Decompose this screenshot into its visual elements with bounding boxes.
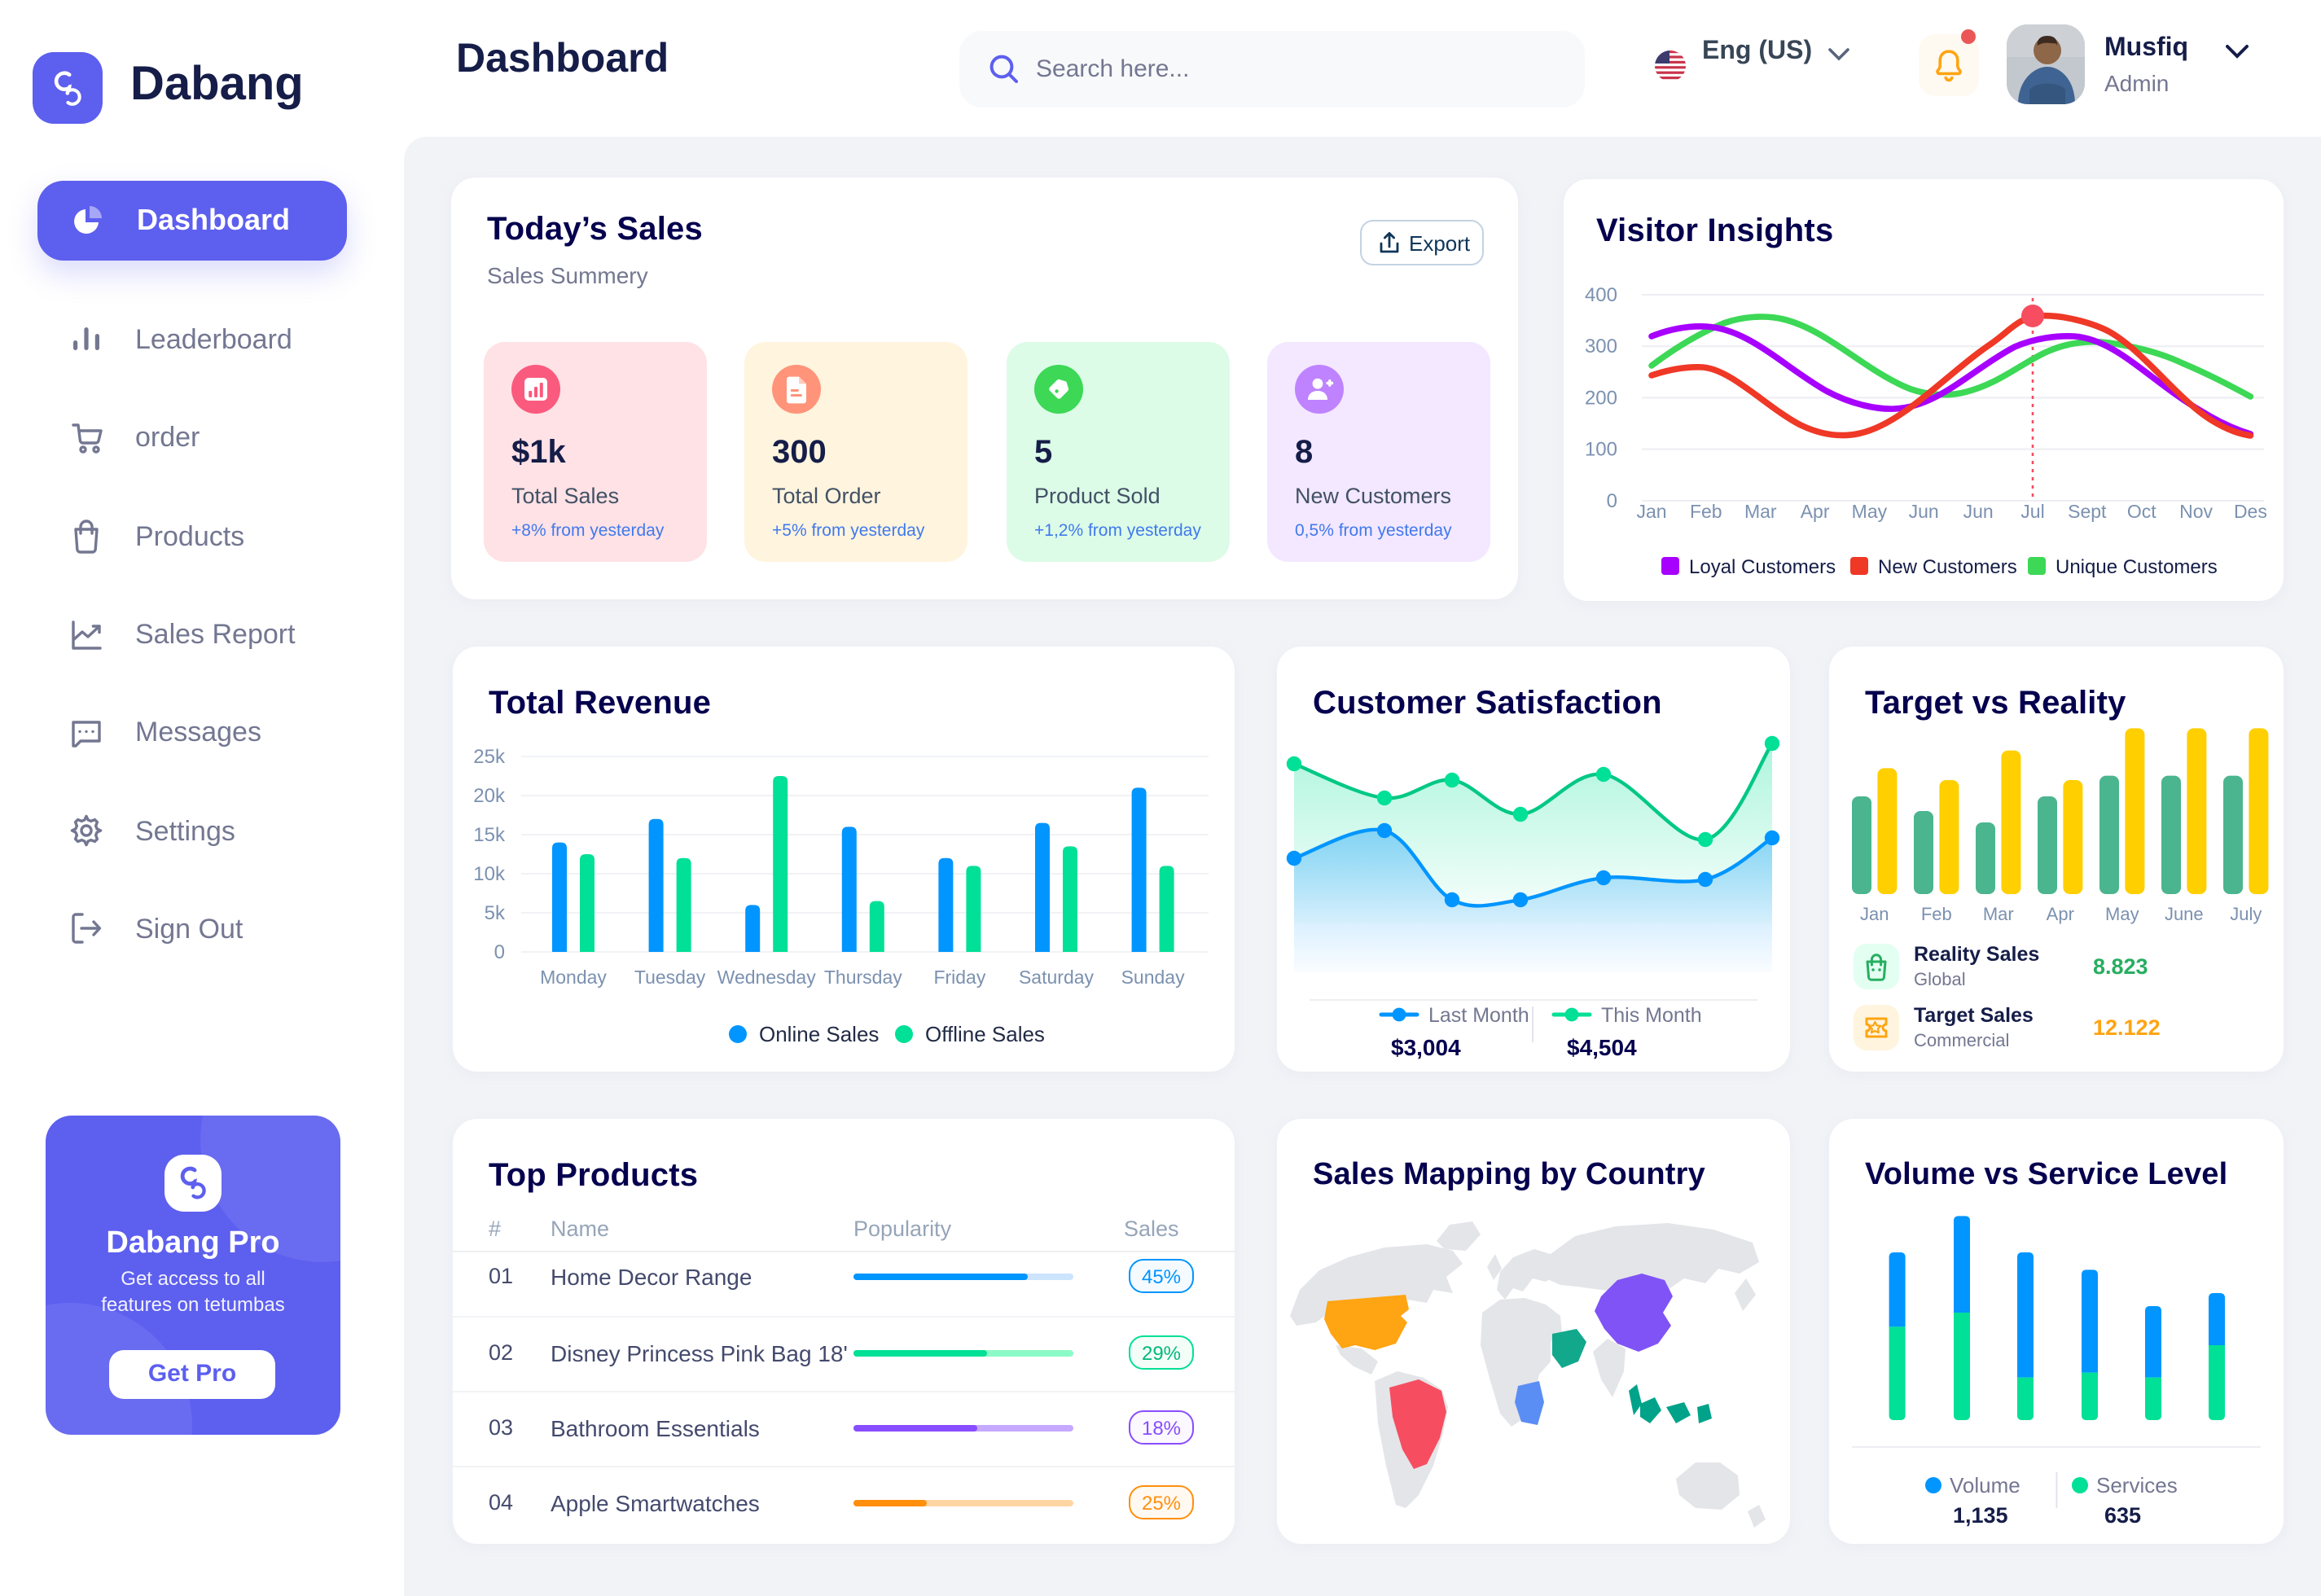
svg-text:Jun: Jun bbox=[1963, 501, 1994, 522]
svg-text:Feb: Feb bbox=[1921, 904, 1952, 924]
svg-text:New Customers: New Customers bbox=[1878, 556, 2017, 578]
svg-text:Offline Sales: Offline Sales bbox=[925, 1022, 1045, 1046]
svg-text:Sept: Sept bbox=[2068, 501, 2107, 522]
svg-text:0: 0 bbox=[494, 941, 505, 963]
svg-text:Nov: Nov bbox=[2179, 501, 2213, 522]
svg-text:Mar: Mar bbox=[1744, 501, 1777, 522]
svg-text:12.122: 12.122 bbox=[2093, 1015, 2161, 1040]
svg-text:Apr: Apr bbox=[2047, 904, 2074, 924]
svg-text:Thursday: Thursday bbox=[824, 967, 902, 988]
svg-text:Jun: Jun bbox=[1909, 501, 1939, 522]
svg-text:Commercial: Commercial bbox=[1914, 1030, 2009, 1050]
svg-text:Target Sales: Target Sales bbox=[1914, 1004, 2034, 1027]
svg-text:Apr: Apr bbox=[1801, 501, 1830, 522]
svg-text:This Month: This Month bbox=[1601, 1004, 1702, 1027]
svg-text:Mar: Mar bbox=[1983, 904, 2014, 924]
svg-text:15k: 15k bbox=[473, 824, 506, 846]
svg-text:Des: Des bbox=[2234, 501, 2267, 522]
svg-text:Volume: Volume bbox=[1950, 1473, 2020, 1497]
svg-text:Oct: Oct bbox=[2127, 501, 2156, 522]
svg-text:May: May bbox=[1852, 501, 1888, 522]
svg-text:Saturday: Saturday bbox=[1019, 967, 1095, 988]
svg-text:400: 400 bbox=[1585, 284, 1617, 306]
svg-text:100: 100 bbox=[1585, 439, 1617, 461]
svg-text:Wednesday: Wednesday bbox=[717, 967, 817, 988]
svg-text:Reality Sales: Reality Sales bbox=[1914, 943, 2039, 966]
svg-text:Jan: Jan bbox=[1860, 904, 1889, 924]
svg-text:Global: Global bbox=[1914, 969, 1966, 989]
svg-text:Feb: Feb bbox=[1690, 501, 1722, 522]
svg-text:June: June bbox=[2165, 904, 2204, 924]
svg-text:Jan: Jan bbox=[1636, 501, 1666, 522]
svg-text:10k: 10k bbox=[473, 863, 506, 885]
svg-text:200: 200 bbox=[1585, 387, 1617, 409]
svg-text:Last Month: Last Month bbox=[1428, 1004, 1529, 1027]
svg-text:Services: Services bbox=[2096, 1473, 2178, 1497]
svg-text:635: 635 bbox=[2104, 1503, 2141, 1528]
svg-text:1,135: 1,135 bbox=[1953, 1503, 2008, 1528]
svg-text:Loyal Customers: Loyal Customers bbox=[1689, 556, 1836, 578]
svg-text:0: 0 bbox=[1607, 490, 1617, 512]
svg-text:20k: 20k bbox=[473, 785, 506, 807]
svg-text:$4,504: $4,504 bbox=[1567, 1035, 1637, 1060]
svg-text:8.823: 8.823 bbox=[2093, 954, 2148, 979]
svg-text:$3,004: $3,004 bbox=[1391, 1035, 1461, 1060]
svg-text:Tuesday: Tuesday bbox=[634, 967, 706, 988]
svg-text:300: 300 bbox=[1585, 335, 1617, 357]
svg-text:Sunday: Sunday bbox=[1121, 967, 1186, 988]
svg-text:May: May bbox=[2105, 904, 2139, 924]
svg-text:5k: 5k bbox=[485, 902, 506, 924]
svg-text:July: July bbox=[2230, 904, 2262, 924]
svg-text:Friday: Friday bbox=[933, 967, 985, 988]
svg-text:25k: 25k bbox=[473, 746, 506, 768]
svg-text:Jul: Jul bbox=[2020, 501, 2044, 522]
svg-text:Online Sales: Online Sales bbox=[759, 1022, 879, 1046]
svg-text:Unique Customers: Unique Customers bbox=[2056, 556, 2218, 578]
svg-text:Monday: Monday bbox=[540, 967, 607, 988]
